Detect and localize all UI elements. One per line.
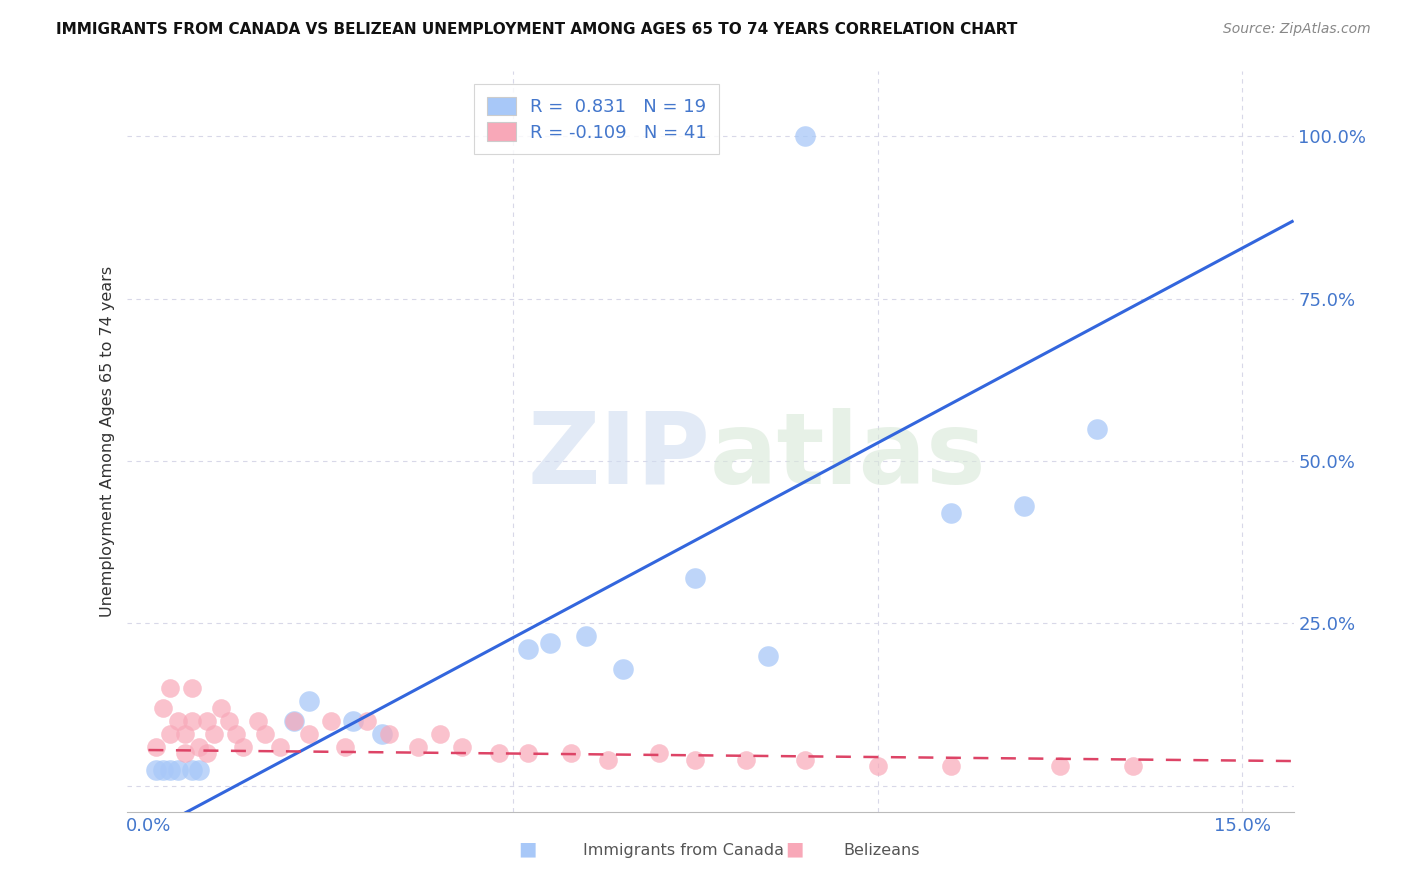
Point: [516, 642, 538, 657]
Point: [371, 727, 394, 741]
Point: [159, 681, 181, 696]
Point: [181, 763, 204, 777]
Text: Source: ZipAtlas.com: Source: ZipAtlas.com: [1223, 22, 1371, 37]
Point: [735, 753, 758, 767]
Point: [342, 714, 364, 728]
Point: [685, 571, 707, 585]
Legend: R =  0.831   N = 19, R = -0.109   N = 41: R = 0.831 N = 19, R = -0.109 N = 41: [474, 84, 720, 154]
Point: [335, 739, 357, 754]
Point: [298, 727, 321, 741]
Point: [319, 714, 342, 728]
Point: [269, 739, 291, 754]
Point: [596, 753, 619, 767]
Text: Immigrants from Canada: Immigrants from Canada: [583, 843, 785, 858]
Point: [232, 739, 254, 754]
Text: IMMIGRANTS FROM CANADA VS BELIZEAN UNEMPLOYMENT AMONG AGES 65 TO 74 YEARS CORREL: IMMIGRANTS FROM CANADA VS BELIZEAN UNEMP…: [56, 22, 1018, 37]
Text: atlas: atlas: [710, 408, 987, 505]
Point: [188, 763, 211, 777]
Point: [939, 506, 962, 520]
Point: [560, 746, 582, 760]
Point: [152, 763, 174, 777]
Y-axis label: Unemployment Among Ages 65 to 74 years: Unemployment Among Ages 65 to 74 years: [100, 266, 115, 617]
Point: [159, 727, 181, 741]
Point: [246, 714, 269, 728]
Point: [225, 727, 247, 741]
Point: [202, 727, 225, 741]
Text: ZIP: ZIP: [527, 408, 710, 505]
Point: [145, 739, 167, 754]
Point: [166, 763, 188, 777]
Point: [152, 701, 174, 715]
Point: [159, 763, 181, 777]
Text: ■: ■: [517, 839, 537, 858]
Point: [181, 714, 204, 728]
Text: Belizeans: Belizeans: [844, 843, 920, 858]
Point: [378, 727, 401, 741]
Point: [195, 714, 218, 728]
Point: [283, 714, 305, 728]
Point: [188, 739, 211, 754]
Point: [283, 714, 305, 728]
Point: [756, 648, 779, 663]
Point: [174, 727, 197, 741]
Point: [218, 714, 240, 728]
Point: [575, 629, 598, 643]
Point: [451, 739, 474, 754]
Point: [488, 746, 510, 760]
Point: [298, 694, 321, 708]
Point: [1085, 421, 1108, 435]
Text: ■: ■: [785, 839, 804, 858]
Point: [1122, 759, 1144, 773]
Point: [685, 753, 707, 767]
Point: [1012, 500, 1035, 514]
Point: [538, 636, 561, 650]
Point: [516, 746, 538, 760]
Point: [1049, 759, 1071, 773]
Point: [939, 759, 962, 773]
Point: [181, 681, 204, 696]
Point: [793, 129, 815, 144]
Point: [648, 746, 671, 760]
Point: [866, 759, 889, 773]
Point: [356, 714, 378, 728]
Point: [174, 746, 197, 760]
Point: [166, 714, 188, 728]
Point: [408, 739, 430, 754]
Point: [793, 753, 815, 767]
Point: [612, 662, 634, 676]
Point: [209, 701, 232, 715]
Point: [145, 763, 167, 777]
Point: [195, 746, 218, 760]
Point: [429, 727, 451, 741]
Point: [254, 727, 277, 741]
